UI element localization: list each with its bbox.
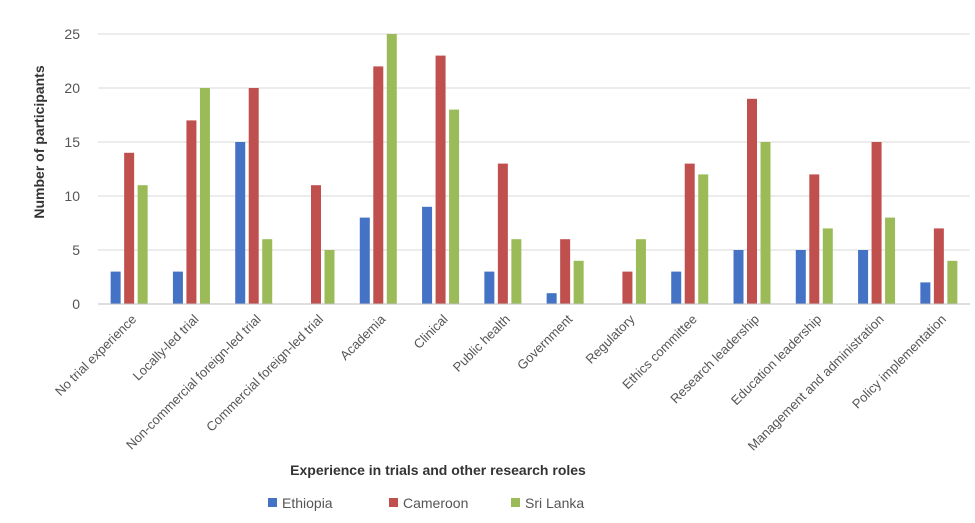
bar-sri-lanka (760, 142, 771, 304)
bar-sri-lanka (635, 239, 646, 304)
x-category-label: Non-commercial foreign-led trial (123, 311, 264, 452)
y-tick-label: 0 (72, 296, 80, 312)
bar-ethiopia (546, 293, 557, 304)
bar-sri-lanka (199, 88, 210, 304)
bars (110, 34, 958, 305)
bar-sri-lanka (885, 217, 896, 304)
y-tick-label: 5 (72, 242, 80, 258)
bar-ethiopia (422, 206, 433, 304)
x-category-label: Academia (337, 311, 389, 363)
bar-cameroon (311, 185, 321, 304)
legend: Ethiopia Cameroon Sri Lanka (268, 495, 584, 511)
y-tick-label: 10 (64, 188, 80, 204)
x-category-label: Commercial foreign-led trial (203, 311, 326, 434)
bar-sri-lanka (386, 34, 397, 304)
x-category-label: Clinical (410, 311, 450, 351)
x-category-label: Public health (450, 312, 513, 375)
y-axis-title: Number of participants (31, 65, 47, 218)
x-axis-title: Experience in trials and other research … (290, 462, 586, 478)
bar-ethiopia (235, 142, 246, 304)
x-category-label: No trial experience (52, 312, 139, 399)
bar-sri-lanka (262, 239, 273, 304)
bar-ethiopia (733, 250, 744, 304)
bar-cameroon (871, 142, 882, 304)
x-category-label: Management and administration (745, 312, 887, 454)
bar-ethiopia (920, 282, 931, 304)
x-category-label: Government (514, 311, 575, 372)
bar-cameroon (809, 174, 820, 304)
bar-sri-lanka (449, 109, 460, 304)
bar-sri-lanka (324, 250, 335, 304)
legend-label: Cameroon (403, 495, 468, 511)
bar-sri-lanka (573, 260, 584, 304)
legend-swatch (268, 498, 277, 507)
bar-cameroon (373, 66, 384, 305)
bar-ethiopia (110, 271, 121, 304)
y-tick-label: 20 (64, 80, 80, 96)
bar-ethiopia (671, 271, 682, 304)
bar-cameroon (124, 152, 135, 304)
bar-ethiopia (858, 250, 869, 304)
legend-label: Sri Lanka (525, 495, 584, 511)
gridlines (98, 33, 970, 251)
y-tick-label: 15 (64, 134, 80, 150)
bar-sri-lanka (511, 239, 522, 304)
bar-cameroon (684, 163, 695, 304)
bar-sri-lanka (947, 260, 958, 304)
bar-cameroon (435, 55, 446, 304)
bar-ethiopia (484, 271, 495, 304)
x-category-label: Regulatory (582, 311, 637, 366)
bar-sri-lanka (137, 185, 148, 304)
legend-swatch (389, 498, 398, 507)
bar-sri-lanka (698, 174, 709, 304)
bar-ethiopia (359, 217, 370, 304)
bar-sri-lanka (822, 228, 833, 304)
bar-cameroon (248, 88, 259, 304)
legend-swatch (511, 498, 520, 507)
bar-cameroon (186, 120, 197, 305)
bar-ethiopia (795, 250, 806, 304)
bar-ethiopia (172, 271, 183, 304)
bar-cameroon (933, 228, 944, 304)
bar-cameroon (560, 239, 571, 304)
legend-label: Ethiopia (282, 495, 333, 511)
bar-cameroon (622, 271, 633, 304)
y-tick-label: 25 (64, 26, 80, 42)
y-axis-ticks: 0 5 10 15 20 25 (64, 26, 80, 312)
bar-cameroon (497, 163, 508, 304)
bar-cameroon (747, 98, 757, 304)
